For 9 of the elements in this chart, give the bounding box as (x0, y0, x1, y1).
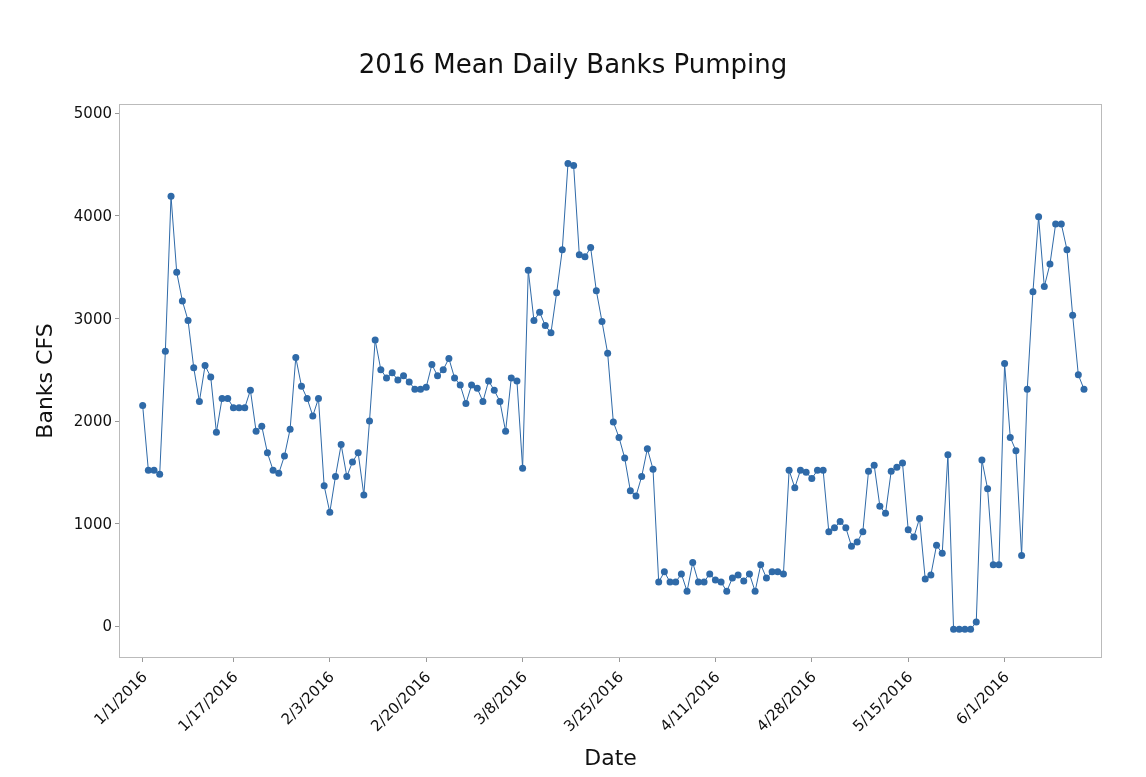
x-axis-title: Date (584, 744, 637, 770)
y-tick-label: 4000 (73, 207, 112, 226)
chart-title: 2016 Mean Daily Banks Pumping (358, 48, 788, 79)
y-tick-label: 3000 (73, 309, 112, 328)
y-tick-label: 1000 (73, 514, 112, 533)
y-tick-label: 2000 (73, 412, 112, 431)
y-axis-title: Banks CFS (31, 323, 57, 439)
y-tick-label: 0 (102, 617, 112, 636)
y-tick-label: 5000 (73, 104, 112, 123)
